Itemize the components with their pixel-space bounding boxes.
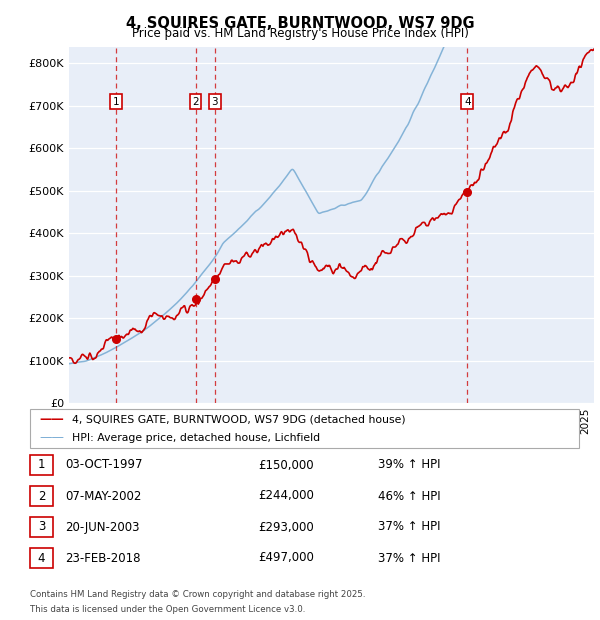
Text: Contains HM Land Registry data © Crown copyright and database right 2025.: Contains HM Land Registry data © Crown c… — [30, 590, 365, 600]
Text: ——: —— — [39, 432, 64, 445]
Text: 1: 1 — [38, 459, 45, 471]
Text: £497,000: £497,000 — [258, 552, 314, 564]
Text: 03-OCT-1997: 03-OCT-1997 — [65, 459, 142, 471]
Text: £150,000: £150,000 — [258, 459, 314, 471]
Text: 4, SQUIRES GATE, BURNTWOOD, WS7 9DG: 4, SQUIRES GATE, BURNTWOOD, WS7 9DG — [125, 16, 475, 30]
Text: 4: 4 — [38, 552, 45, 564]
Text: £293,000: £293,000 — [258, 521, 314, 533]
Text: 3: 3 — [38, 521, 45, 533]
Text: Price paid vs. HM Land Registry's House Price Index (HPI): Price paid vs. HM Land Registry's House … — [131, 27, 469, 40]
Text: 4: 4 — [464, 97, 470, 107]
Text: 07-MAY-2002: 07-MAY-2002 — [65, 490, 141, 502]
Text: HPI: Average price, detached house, Lichfield: HPI: Average price, detached house, Lich… — [72, 433, 320, 443]
Text: 4, SQUIRES GATE, BURNTWOOD, WS7 9DG (detached house): 4, SQUIRES GATE, BURNTWOOD, WS7 9DG (det… — [72, 415, 406, 425]
Text: 39% ↑ HPI: 39% ↑ HPI — [378, 459, 440, 471]
Text: £244,000: £244,000 — [258, 490, 314, 502]
Text: ——: —— — [39, 414, 64, 427]
Text: 37% ↑ HPI: 37% ↑ HPI — [378, 521, 440, 533]
Text: 2: 2 — [38, 490, 45, 502]
Text: 3: 3 — [211, 97, 218, 107]
Text: 2: 2 — [192, 97, 199, 107]
Text: This data is licensed under the Open Government Licence v3.0.: This data is licensed under the Open Gov… — [30, 604, 305, 614]
Text: 23-FEB-2018: 23-FEB-2018 — [65, 552, 140, 564]
Text: 46% ↑ HPI: 46% ↑ HPI — [378, 490, 440, 502]
Text: 37% ↑ HPI: 37% ↑ HPI — [378, 552, 440, 564]
Text: 20-JUN-2003: 20-JUN-2003 — [65, 521, 139, 533]
Text: 1: 1 — [113, 97, 119, 107]
